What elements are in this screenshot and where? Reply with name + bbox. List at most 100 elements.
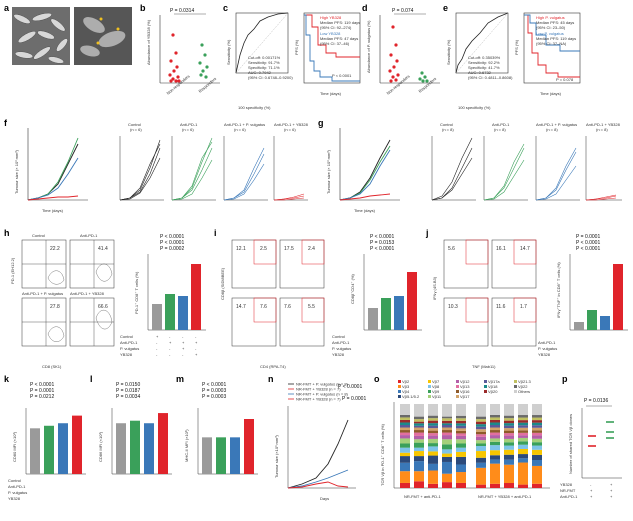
stack-segment [400, 422, 410, 425]
stack-segment [456, 443, 466, 448]
stack-segment [504, 425, 514, 429]
stack-segment [532, 454, 542, 460]
stack-segment [442, 404, 452, 417]
h-bar-antipd1 [165, 294, 175, 330]
svg-text:(n = 6): (n = 6) [234, 127, 246, 132]
svg-text:YB328: YB328 [332, 352, 345, 357]
stack-segment [428, 433, 438, 436]
svg-text:PD-1⁺ CD8⁺ T cells (%): PD-1⁺ CD8⁺ T cells (%) [134, 271, 139, 314]
svg-text:P = 0.0003: P = 0.0003 [202, 394, 226, 400]
stack-segment [532, 449, 542, 455]
svg-text:Vβ17: Vβ17 [460, 394, 470, 399]
stack-segment [532, 417, 542, 421]
svg-text:Anti-PD-1: Anti-PD-1 [492, 122, 510, 127]
stack-segment [400, 430, 410, 433]
stack-segment [532, 483, 542, 488]
svg-text:P < 0.0001: P < 0.0001 [30, 382, 54, 388]
svg-text:+: + [182, 346, 185, 351]
panel-j-flow: IFNγ (4S.B3) TNF (Mab11) 5.6 16.1 14.7 1… [432, 234, 628, 369]
stack-segment [518, 444, 528, 449]
svg-text:41.4: 41.4 [98, 246, 108, 252]
stack-segment [532, 445, 542, 450]
panel-label-k: k [4, 374, 10, 384]
stack-segment [400, 471, 410, 483]
svg-text:Anti-PD-1: Anti-PD-1 [180, 122, 198, 127]
stack-segment [490, 425, 500, 428]
stack-segment [518, 417, 528, 421]
svg-text:-: - [182, 352, 184, 357]
svg-text:Vβ20: Vβ20 [488, 389, 498, 394]
svg-text:Anti-PD-1 + YB328: Anti-PD-1 + YB328 [70, 291, 105, 296]
bar-2 [230, 437, 240, 474]
svg-text:14.7: 14.7 [236, 304, 246, 310]
stack-segment [414, 456, 424, 462]
stack-segment [518, 484, 528, 488]
svg-text:YB328: YB328 [560, 482, 573, 487]
o-bar-group [400, 404, 542, 488]
stack-segment [442, 416, 452, 419]
svg-text:NR-FMT + anti-PD-1: NR-FMT + anti-PD-1 [404, 494, 441, 499]
j-bar-chart: P = 0.0001 P < 0.0001 P < 0.0001 IFNγ⁺TN… [538, 234, 628, 357]
stack-segment [532, 420, 542, 423]
svg-text:Anti-PD-1 + YB328: Anti-PD-1 + YB328 [274, 122, 309, 127]
bar-1 [44, 425, 54, 474]
svg-text:Median PFS: 119 days: Median PFS: 119 days [536, 36, 576, 41]
panel-g-tumour-growth: Tumour size (× 10³ mm³) Time (days) Cont… [326, 122, 622, 213]
stack-segment [456, 428, 466, 431]
stack-segment [504, 428, 514, 431]
f-spaghetti: Control (n = 6) Anti-PD-1 (n = 6) [119, 122, 309, 201]
stack-segment [428, 443, 438, 447]
svg-text:Tumour size (×10³ mm³): Tumour size (×10³ mm³) [274, 434, 279, 478]
svg-text:-: - [169, 352, 171, 357]
stack-segment [518, 430, 528, 433]
h-bar-yb328 [191, 264, 201, 330]
stack-segment [400, 462, 410, 472]
stack-segment [456, 423, 466, 426]
f-xlabel: Time (days) [42, 208, 64, 213]
stack-segment [414, 471, 424, 482]
b-group-2: Responders [197, 76, 217, 94]
panel-h-flow: PD-1 (EH12.2) CD8 (SK1) Control 22.2 Ant… [10, 233, 206, 369]
svg-text:Specificity: 71.1%: Specificity: 71.1% [248, 65, 280, 70]
stack-segment [400, 438, 410, 444]
e-ylabel: Sensitivity (%) [446, 39, 451, 65]
svg-text:Vβ22: Vβ22 [518, 384, 528, 389]
svg-text:(95% CI: 37–NA): (95% CI: 37–NA) [536, 41, 567, 46]
svg-text:Anti-PD-1 + P. vulgatus: Anti-PD-1 + P. vulgatus [224, 122, 265, 127]
svg-text:Specificity: 41.7%: Specificity: 41.7% [468, 65, 500, 70]
svg-text:P. vulgatus: P. vulgatus [120, 346, 139, 351]
stack-segment [400, 432, 410, 436]
stack-segment [400, 456, 410, 463]
h-flow-plots: Control 22.2 Anti-PD-1 41.4 Anti-PD-1 + … [21, 233, 115, 347]
svg-text:-: - [590, 482, 592, 487]
svg-text:NR-FMT + YB328 (n = 7): NR-FMT + YB328 (n = 7) [296, 387, 341, 392]
panel-f-tumour-growth: Tumour size (× 10³ mm³) Time (days) Cont… [14, 122, 309, 213]
panel-e-roc: Sensitivity (%) 100 specificity (%) Cut-… [446, 12, 513, 110]
svg-text:+: + [610, 488, 613, 493]
svg-text:(n = 8): (n = 8) [546, 127, 558, 132]
svg-text:Anti-PD-1: Anti-PD-1 [8, 484, 26, 489]
svg-text:AUC: 0.7942: AUC: 0.7942 [248, 70, 272, 75]
panel-c-roc: Sensitivity (%) 100 specificity (%) Cut-… [226, 12, 293, 110]
svg-text:Control: Control [8, 478, 21, 483]
stack-segment [490, 417, 500, 420]
svg-text:Vβ3: Vβ3 [402, 384, 410, 389]
c-km-low: Low YB328 [320, 31, 341, 36]
svg-text:AUC: 0.6732: AUC: 0.6732 [468, 70, 492, 75]
svg-text:Vβ9: Vβ9 [432, 389, 440, 394]
panel-label-f: f [4, 118, 7, 128]
e-stats: Cut-off: 0.35039% Sensitivity: 92.2% Spe… [468, 55, 513, 80]
stack-segment [414, 439, 424, 443]
i-bar-chart: P < 0.0001 P = 0.0153 P < 0.0001 CD8β⁺CD… [332, 234, 422, 357]
svg-text:2.4: 2.4 [308, 246, 315, 252]
stack-segment [428, 435, 438, 439]
svg-text:P = 0.0150: P = 0.0150 [116, 382, 140, 388]
svg-text:Cut-off: 0.35039%: Cut-off: 0.35039% [468, 55, 501, 60]
svg-text:Vβ18: Vβ18 [488, 384, 498, 389]
stack-segment [400, 404, 410, 415]
l-bar-group [111, 408, 172, 475]
svg-text:NR-FMT + P. vulgatus (n = 8): NR-FMT + P. vulgatus (n = 8) [296, 392, 349, 397]
stack-segment [414, 432, 424, 436]
svg-text:Vβ11: Vβ11 [432, 394, 442, 399]
svg-text:Vβ2: Vβ2 [402, 379, 410, 384]
